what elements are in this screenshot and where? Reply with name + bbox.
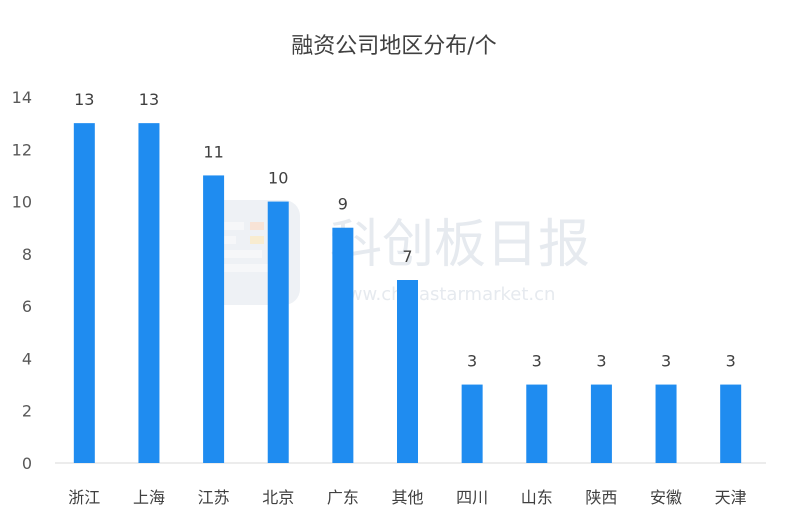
data-label: 3 bbox=[661, 352, 671, 371]
chart-title: 融资公司地区分布/个 bbox=[291, 34, 496, 59]
data-label: 3 bbox=[726, 352, 736, 371]
data-label: 7 bbox=[402, 247, 412, 266]
data-label: 3 bbox=[467, 352, 477, 371]
x-tick-label: 浙江 bbox=[68, 488, 100, 507]
y-axis: 0 2 4 6 8 10 12 14 bbox=[12, 88, 32, 473]
x-tick-label: 广东 bbox=[327, 488, 359, 507]
bar bbox=[397, 280, 418, 463]
data-labels: 13 13 11 10 9 7 3 3 3 3 3 bbox=[74, 90, 736, 370]
data-label: 9 bbox=[338, 195, 348, 214]
bar bbox=[203, 175, 225, 463]
y-tick-label: 0 bbox=[22, 454, 32, 473]
watermark-name: 科创板日报 bbox=[330, 215, 590, 275]
y-tick-label: 14 bbox=[12, 88, 32, 107]
x-tick-label: 山东 bbox=[521, 488, 553, 507]
y-tick-label: 10 bbox=[12, 193, 32, 212]
data-label: 3 bbox=[532, 352, 542, 371]
y-tick-label: 2 bbox=[22, 402, 32, 421]
x-tick-label: 江苏 bbox=[198, 488, 230, 507]
bar bbox=[332, 227, 354, 463]
data-label: 3 bbox=[596, 352, 606, 371]
data-label: 11 bbox=[203, 142, 223, 161]
bar bbox=[590, 384, 612, 463]
bar bbox=[138, 123, 160, 464]
x-tick-label: 北京 bbox=[262, 488, 294, 507]
x-tick-label: 天津 bbox=[715, 488, 747, 507]
x-tick-label: 陕西 bbox=[585, 488, 617, 507]
bar bbox=[461, 384, 483, 463]
bar bbox=[73, 123, 95, 464]
x-tick-label: 安徽 bbox=[650, 488, 682, 507]
y-tick-label: 8 bbox=[22, 245, 32, 264]
y-tick-label: 12 bbox=[12, 140, 32, 159]
y-tick-label: 6 bbox=[22, 297, 32, 316]
x-tick-label: 四川 bbox=[456, 488, 488, 507]
bars bbox=[73, 123, 742, 464]
y-tick-label: 4 bbox=[22, 349, 32, 368]
bar bbox=[720, 384, 742, 463]
x-tick-label: 其他 bbox=[391, 488, 423, 507]
bar bbox=[267, 201, 289, 464]
data-label: 10 bbox=[268, 169, 288, 188]
data-label: 13 bbox=[139, 90, 159, 109]
x-tick-label: 上海 bbox=[133, 488, 165, 507]
data-label: 13 bbox=[74, 90, 94, 109]
bar bbox=[526, 384, 548, 463]
bar bbox=[655, 384, 677, 463]
x-axis-labels: 浙江 上海 江苏 北京 广东 其他 四川 山东 陕西 安徽 天津 bbox=[68, 488, 746, 507]
watermark-url: www.chinastarmarket.cn bbox=[333, 284, 555, 305]
